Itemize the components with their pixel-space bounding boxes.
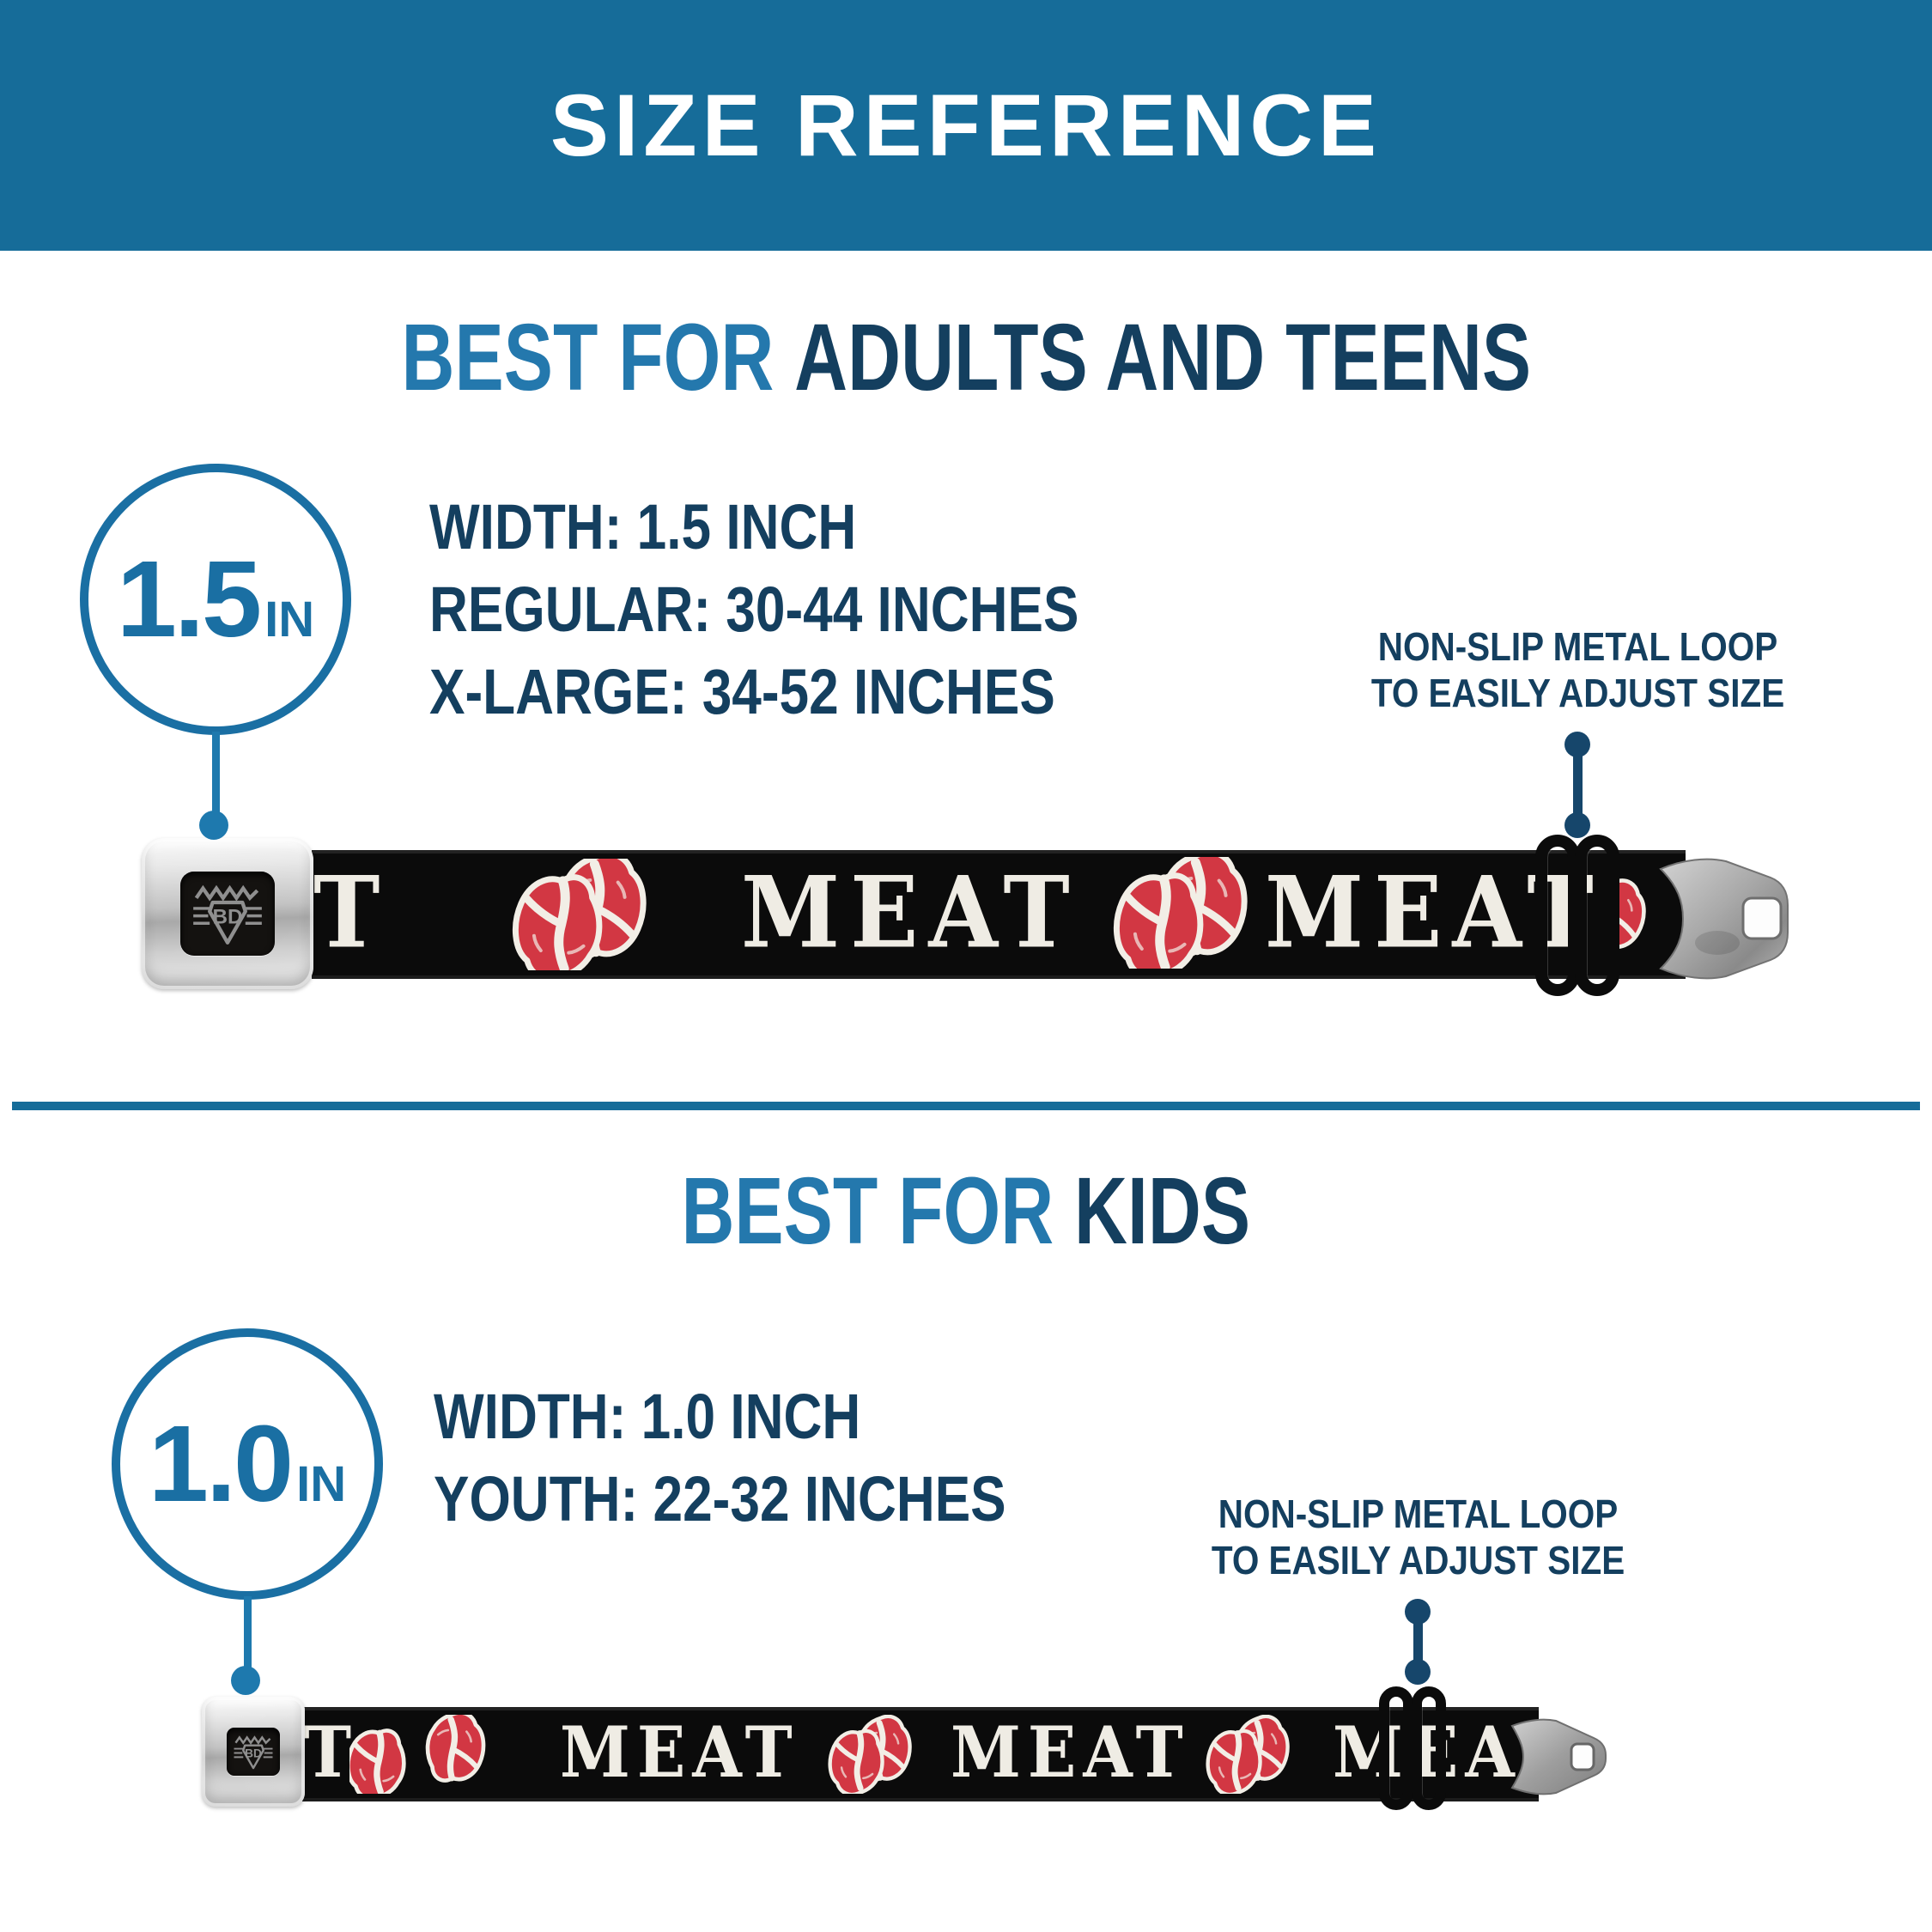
badge-pointer-dot: [199, 811, 228, 840]
belt-word-meat: MEAT: [741, 854, 1080, 971]
belt-strap-kids: T MEAT MEAT MEAT: [302, 1707, 1539, 1801]
callout-line1: NON-SLIP METAL LOOP: [1378, 624, 1778, 669]
section-divider: [12, 1102, 1920, 1110]
width-value: 1.0: [148, 1403, 294, 1524]
width-badge-content: 1.5 IN: [117, 545, 314, 653]
badge-pointer-line: [212, 732, 220, 817]
buckle-emblem-window: BD: [227, 1728, 280, 1776]
badge-pointer-dot: [231, 1666, 260, 1695]
width-unit: IN: [264, 592, 315, 647]
callout-line2: TO EASILY ADJUST SIZE: [1371, 671, 1785, 716]
seatbelt-buckle: BD: [142, 838, 313, 989]
belt-word-meat: MEAT: [560, 1711, 799, 1794]
width-badge-1-5in: 1.5 IN: [80, 464, 351, 735]
width-value: 1.5: [116, 538, 262, 659]
metal-loop: [1535, 835, 1580, 996]
width-badge-1-0in: 1.0 IN: [112, 1328, 383, 1600]
spec-width: WIDTH: 1.5 INCH: [429, 491, 857, 562]
specs-kids: WIDTH: 1.0 INCH YOUTH: 22-32 INCHES: [434, 1376, 1115, 1540]
callout-pointer-dot-bottom: [1405, 1659, 1431, 1685]
heading-dark-text: ADULTS AND TEENS: [793, 305, 1531, 410]
bd-logo-text: BD: [212, 905, 242, 928]
heading-light-text: BEST FOR: [401, 305, 774, 410]
heading-dark-text: KIDS: [1074, 1158, 1251, 1264]
section-heading-kids: BEST FOR KIDS: [0, 1164, 1932, 1259]
belt-word-meat: MEAT: [951, 1711, 1190, 1794]
callout-line1: NON-SLIP METAL LOOP: [1218, 1492, 1619, 1536]
belt-word-partial: T: [313, 854, 391, 971]
spec-youth: YOUTH: 22-32 INCHES: [434, 1463, 1006, 1535]
metal-loop-callout-adults: NON-SLIP METAL LOOP TO EASILY ADJUST SIZ…: [1312, 623, 1844, 717]
buckle-emblem-window: BD: [180, 872, 275, 956]
seatbelt-buckle: BD: [202, 1697, 305, 1807]
metal-loop: [1575, 835, 1619, 996]
steaks-icon: [1161, 1715, 1333, 1794]
bd-logo-icon: BD: [193, 884, 262, 945]
bd-logo-icon: BD: [234, 1735, 273, 1770]
metal-loop: [1379, 1686, 1413, 1810]
callout-pointer-line: [1573, 742, 1583, 824]
belt-hook: [1510, 1718, 1607, 1795]
spec-regular: REGULAR: 30-44 INCHES: [429, 574, 1079, 646]
belt-strap-adults: T MEAT MEAT: [312, 850, 1686, 979]
steaks-icon: [783, 1715, 955, 1794]
badge-pointer-line: [244, 1596, 252, 1675]
metal-loop: [1412, 1686, 1446, 1810]
page-title: SIZE REFERENCE: [550, 76, 1382, 174]
belt-word-partial: T: [304, 1711, 359, 1794]
spec-xlarge: X-LARGE: 34-52 INCHES: [429, 656, 1055, 728]
spec-width: WIDTH: 1.0 INCH: [434, 1381, 861, 1452]
steaks-icon: [349, 1715, 556, 1794]
callout-pointer-line: [1413, 1609, 1423, 1669]
specs-adults: WIDTH: 1.5 INCH REGULAR: 30-44 INCHES X-…: [429, 486, 1203, 734]
belt-hook: [1659, 858, 1789, 980]
width-badge-content: 1.0 IN: [149, 1410, 346, 1518]
callout-line2: TO EASILY ADJUST SIZE: [1212, 1538, 1625, 1583]
heading-light-text: BEST FOR: [681, 1158, 1054, 1264]
metal-loop-callout-kids: NON-SLIP METAL LOOP TO EASILY ADJUST SIZ…: [1152, 1491, 1685, 1584]
section-heading-adults: BEST FOR ADULTS AND TEENS: [0, 311, 1932, 405]
steaks-icon: [440, 859, 715, 970]
bd-logo-text: BD: [245, 1747, 262, 1759]
header-banner: SIZE REFERENCE: [0, 0, 1932, 251]
width-unit: IN: [296, 1456, 347, 1512]
callout-pointer-dot-bottom: [1564, 812, 1590, 838]
